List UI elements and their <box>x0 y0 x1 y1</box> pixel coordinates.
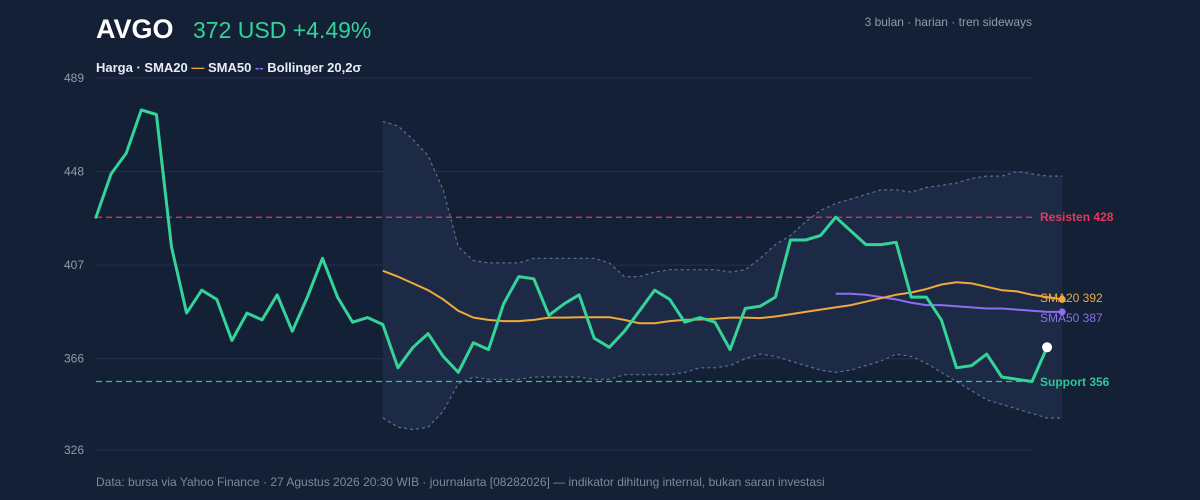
ticker-symbol: AVGO <box>96 14 174 44</box>
y-tick-label: 366 <box>64 352 84 366</box>
chart-subtitle: 3 bulan · harian · tren sideways <box>865 15 1032 29</box>
legend-sma20: SMA20 <box>144 60 191 75</box>
y-tick-label: 489 <box>64 71 84 85</box>
sma20-end-marker <box>1058 295 1066 303</box>
level-lines-layer <box>96 216 1032 383</box>
sma20-end-label: SMA20 392 <box>1040 291 1103 305</box>
legend-sma50-swatch: -- <box>255 60 264 75</box>
sma50-end-marker <box>1058 308 1066 316</box>
bollinger-lower-line <box>382 353 1063 431</box>
y-tick-label: 407 <box>64 258 84 272</box>
support-label: Support 356 <box>1040 375 1110 389</box>
price-change: 372 USD +4.49% <box>193 17 371 43</box>
sma50-end-label: SMA50 387 <box>1040 311 1103 325</box>
price-line <box>94 108 1049 383</box>
legend-price: Harga · <box>96 60 144 75</box>
series-layer <box>94 108 1066 383</box>
legend-bollinger: Bollinger 20,2σ <box>264 60 362 75</box>
y-tick-label: 326 <box>64 443 84 457</box>
y-tick-label: 448 <box>64 165 84 179</box>
legend-sma20-swatch: — <box>191 60 204 75</box>
bollinger-band-layer <box>382 120 1063 431</box>
legend-sma50: SMA50 <box>204 60 255 75</box>
resistance-label: Resisten 428 <box>1040 210 1114 224</box>
data-source-footer: Data: bursa via Yahoo Finance · 27 Agust… <box>96 475 825 489</box>
sma20-line <box>382 269 1063 325</box>
last-price-marker <box>1042 342 1053 353</box>
legend: Harga · SMA20 — SMA50 -- Bollinger 20,2σ <box>96 60 361 75</box>
sma50-line <box>835 292 1063 313</box>
bollinger-band-fill <box>382 121 1063 430</box>
